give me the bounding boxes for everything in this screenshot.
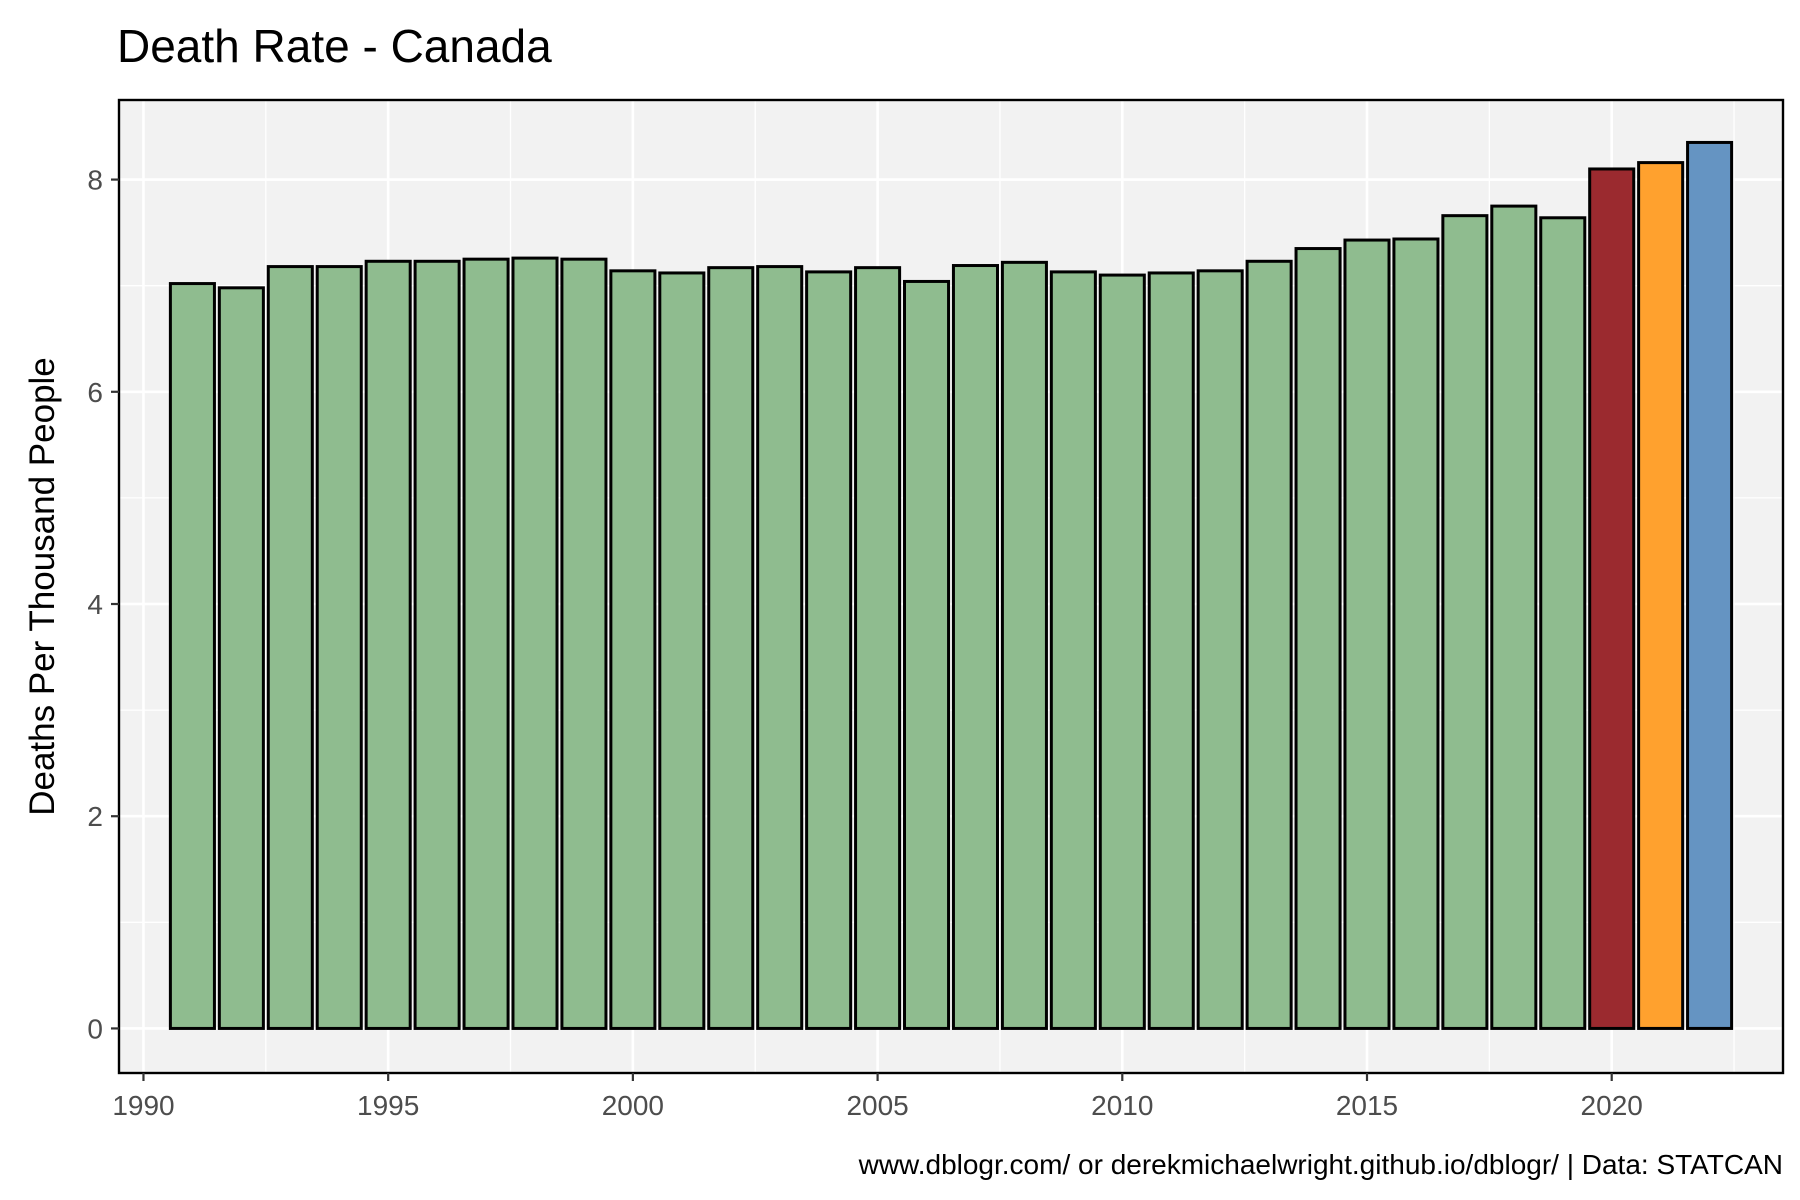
- bar-2013: [1245, 259, 1293, 1030]
- bar-1994: [315, 265, 363, 1030]
- y-tick-label: 8: [87, 165, 103, 196]
- bar-2017: [1441, 214, 1489, 1030]
- y-axis: 0 2 4 6 8: [87, 165, 119, 1044]
- bar-2008: [1000, 260, 1048, 1030]
- y-tick-label: 0: [87, 1013, 103, 1044]
- bar-2018: [1490, 204, 1538, 1030]
- bar-2016: [1392, 237, 1440, 1030]
- x-tick-label: 2015: [1336, 1090, 1398, 1121]
- bar-1999: [560, 257, 608, 1030]
- bar-2022: [1686, 140, 1734, 1030]
- bar-1992: [217, 286, 265, 1030]
- y-axis-title: Deaths Per Thousand People: [23, 357, 62, 816]
- bar-2003: [756, 265, 804, 1030]
- bar-1991: [168, 282, 216, 1030]
- bar-2009: [1049, 270, 1097, 1030]
- bar-2005: [854, 266, 902, 1030]
- x-axis: 1990 1995 2000 2005 2010 2015 2020: [112, 1073, 1643, 1121]
- bar-2015: [1343, 238, 1391, 1030]
- bar-1995: [364, 259, 412, 1030]
- y-tick-label: 4: [87, 589, 103, 620]
- bar-1993: [266, 265, 314, 1030]
- bar-2020: [1588, 167, 1636, 1030]
- bar-2011: [1147, 271, 1195, 1030]
- x-tick-label: 2005: [846, 1090, 908, 1121]
- y-tick-label: 6: [87, 377, 103, 408]
- x-tick-label: 2020: [1581, 1090, 1643, 1121]
- chart-title: Death Rate - Canada: [117, 20, 552, 72]
- plot-border: [117, 98, 1785, 1075]
- bar-2004: [805, 270, 853, 1030]
- bar-2007: [951, 264, 999, 1030]
- bar-2021: [1637, 161, 1685, 1030]
- x-tick-label: 2000: [602, 1090, 664, 1121]
- bar-2006: [903, 279, 951, 1030]
- bar-2002: [707, 266, 755, 1030]
- y-tick-label: 2: [87, 801, 103, 832]
- bars: [168, 140, 1734, 1030]
- x-tick-label: 1995: [357, 1090, 419, 1121]
- bar-2012: [1196, 269, 1244, 1030]
- bar-2000: [609, 269, 657, 1030]
- bar-1997: [462, 257, 510, 1030]
- bar-2014: [1294, 247, 1342, 1030]
- bar-2001: [658, 271, 706, 1030]
- x-tick-label: 2010: [1091, 1090, 1153, 1121]
- bar-1998: [511, 256, 559, 1030]
- bar-1996: [413, 259, 461, 1030]
- chart-caption: www.dblogr.com/ or derekmichaelwright.gi…: [858, 1149, 1783, 1180]
- bar-2019: [1539, 216, 1587, 1030]
- x-tick-label: 1990: [112, 1090, 174, 1121]
- bar-2010: [1098, 273, 1146, 1030]
